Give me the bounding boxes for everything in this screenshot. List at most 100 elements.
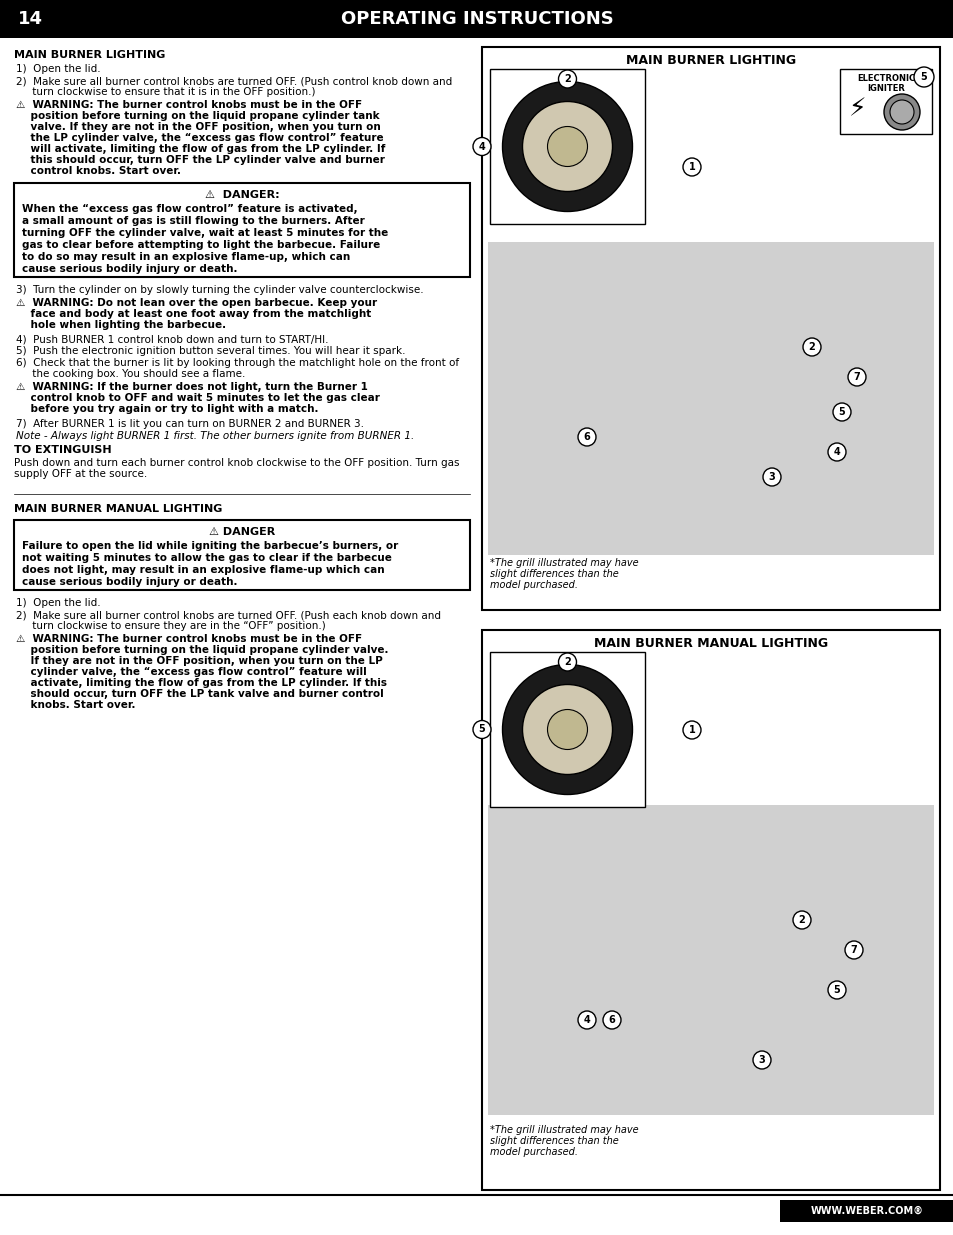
Text: slight differences than the: slight differences than the bbox=[490, 569, 618, 579]
Text: a small amount of gas is still flowing to the burners. After: a small amount of gas is still flowing t… bbox=[22, 216, 364, 226]
Text: 7)  After BURNER 1 is lit you can turn on BURNER 2 and BURNER 3.: 7) After BURNER 1 is lit you can turn on… bbox=[16, 419, 364, 429]
Text: 2)  Make sure all burner control knobs are turned OFF. (Push control knob down a: 2) Make sure all burner control knobs ar… bbox=[16, 77, 452, 86]
Text: Note - Always light BURNER 1 first. The other burners ignite from BURNER 1.: Note - Always light BURNER 1 first. The … bbox=[16, 431, 414, 441]
Text: before you try again or try to light with a match.: before you try again or try to light wit… bbox=[16, 404, 318, 414]
FancyBboxPatch shape bbox=[490, 69, 644, 224]
Text: 4: 4 bbox=[583, 1015, 590, 1025]
Text: 1)  Open the lid.: 1) Open the lid. bbox=[16, 64, 100, 74]
Text: 2: 2 bbox=[563, 657, 570, 667]
Text: does not light, may result in an explosive flame-up which can: does not light, may result in an explosi… bbox=[22, 564, 384, 576]
FancyBboxPatch shape bbox=[481, 630, 939, 1191]
Text: 5: 5 bbox=[920, 72, 926, 82]
Text: ⚠  DANGER:: ⚠ DANGER: bbox=[205, 190, 279, 200]
Circle shape bbox=[522, 684, 612, 774]
Text: *The grill illustrated may have: *The grill illustrated may have bbox=[490, 558, 638, 568]
Text: gas to clear before attempting to light the barbecue. Failure: gas to clear before attempting to light … bbox=[22, 240, 380, 249]
Text: ⚡: ⚡ bbox=[848, 98, 866, 121]
FancyBboxPatch shape bbox=[0, 0, 953, 38]
Circle shape bbox=[558, 653, 576, 671]
Circle shape bbox=[832, 403, 850, 421]
Circle shape bbox=[502, 664, 632, 794]
Text: not waiting 5 minutes to allow the gas to clear if the barbecue: not waiting 5 minutes to allow the gas t… bbox=[22, 553, 392, 563]
Circle shape bbox=[578, 429, 596, 446]
Circle shape bbox=[473, 137, 491, 156]
Circle shape bbox=[682, 158, 700, 177]
Text: ⚠  WARNING: The burner control knobs must be in the OFF: ⚠ WARNING: The burner control knobs must… bbox=[16, 100, 362, 110]
Circle shape bbox=[827, 981, 845, 999]
Text: *The grill illustrated may have: *The grill illustrated may have bbox=[490, 1125, 638, 1135]
FancyBboxPatch shape bbox=[490, 652, 644, 806]
Text: MAIN BURNER MANUAL LIGHTING: MAIN BURNER MANUAL LIGHTING bbox=[14, 504, 222, 514]
Circle shape bbox=[752, 1051, 770, 1070]
Text: 6: 6 bbox=[608, 1015, 615, 1025]
Text: supply OFF at the source.: supply OFF at the source. bbox=[14, 469, 147, 479]
Circle shape bbox=[558, 70, 576, 88]
Text: ⚠  WARNING: If the burner does not light, turn the Burner 1: ⚠ WARNING: If the burner does not light,… bbox=[16, 382, 368, 391]
Circle shape bbox=[473, 720, 491, 739]
Text: 5: 5 bbox=[838, 408, 844, 417]
FancyBboxPatch shape bbox=[840, 69, 931, 135]
Text: MAIN BURNER LIGHTING: MAIN BURNER LIGHTING bbox=[14, 49, 165, 61]
Text: 3: 3 bbox=[768, 472, 775, 482]
Text: TO EXTINGUISH: TO EXTINGUISH bbox=[14, 445, 112, 454]
Text: 7: 7 bbox=[853, 372, 860, 382]
Text: ⚠  WARNING: Do not lean over the open barbecue. Keep your: ⚠ WARNING: Do not lean over the open bar… bbox=[16, 298, 376, 308]
Text: 14: 14 bbox=[18, 10, 43, 28]
Text: control knob to OFF and wait 5 minutes to let the gas clear: control knob to OFF and wait 5 minutes t… bbox=[16, 393, 379, 403]
Text: turn clockwise to ensure they are in the “OFF” position.): turn clockwise to ensure they are in the… bbox=[16, 621, 325, 631]
Text: WWW.WEBER.COM®: WWW.WEBER.COM® bbox=[810, 1207, 923, 1216]
Text: slight differences than the: slight differences than the bbox=[490, 1136, 618, 1146]
Text: MAIN BURNER MANUAL LIGHTING: MAIN BURNER MANUAL LIGHTING bbox=[594, 637, 827, 650]
FancyBboxPatch shape bbox=[488, 242, 933, 555]
Text: turn clockwise to ensure that it is in the OFF position.): turn clockwise to ensure that it is in t… bbox=[16, 86, 315, 98]
Circle shape bbox=[883, 94, 919, 130]
Circle shape bbox=[827, 443, 845, 461]
Text: position before turning on the liquid propane cylinder tank: position before turning on the liquid pr… bbox=[16, 111, 379, 121]
Text: turning OFF the cylinder valve, wait at least 5 minutes for the: turning OFF the cylinder valve, wait at … bbox=[22, 228, 388, 238]
Circle shape bbox=[792, 911, 810, 929]
Text: 6: 6 bbox=[583, 432, 590, 442]
Text: 1: 1 bbox=[688, 162, 695, 172]
Text: activate, limiting the flow of gas from the LP cylinder. If this: activate, limiting the flow of gas from … bbox=[16, 678, 387, 688]
Text: If they are not in the OFF position, when you turn on the LP: If they are not in the OFF position, whe… bbox=[16, 656, 382, 666]
Circle shape bbox=[578, 1011, 596, 1029]
Text: face and body at least one foot away from the matchlight: face and body at least one foot away fro… bbox=[16, 309, 371, 319]
Text: cylinder valve, the “excess gas flow control” feature will: cylinder valve, the “excess gas flow con… bbox=[16, 667, 366, 677]
Circle shape bbox=[802, 338, 821, 356]
Circle shape bbox=[682, 721, 700, 739]
Text: OPERATING INSTRUCTIONS: OPERATING INSTRUCTIONS bbox=[340, 10, 613, 28]
Text: 6)  Check that the burner is lit by looking through the matchlight hole on the f: 6) Check that the burner is lit by looki… bbox=[16, 358, 458, 368]
Text: 3)  Turn the cylinder on by slowly turning the cylinder valve counterclockwise.: 3) Turn the cylinder on by slowly turnin… bbox=[16, 285, 423, 295]
Text: 4: 4 bbox=[833, 447, 840, 457]
Text: 3: 3 bbox=[758, 1055, 764, 1065]
Text: this should occur, turn OFF the LP cylinder valve and burner: this should occur, turn OFF the LP cylin… bbox=[16, 156, 384, 165]
Circle shape bbox=[889, 100, 913, 124]
FancyBboxPatch shape bbox=[14, 520, 470, 590]
Text: should occur, turn OFF the LP tank valve and burner control: should occur, turn OFF the LP tank valve… bbox=[16, 689, 383, 699]
Text: hole when lighting the barbecue.: hole when lighting the barbecue. bbox=[16, 320, 226, 330]
Text: 5: 5 bbox=[478, 725, 485, 735]
Text: 7: 7 bbox=[850, 945, 857, 955]
Text: model purchased.: model purchased. bbox=[490, 580, 578, 590]
Text: Failure to open the lid while igniting the barbecue’s burners, or: Failure to open the lid while igniting t… bbox=[22, 541, 397, 551]
Circle shape bbox=[844, 941, 862, 960]
Text: will activate, limiting the flow of gas from the LP cylinder. If: will activate, limiting the flow of gas … bbox=[16, 144, 385, 154]
Text: 1: 1 bbox=[688, 725, 695, 735]
Text: When the “excess gas flow control” feature is activated,: When the “excess gas flow control” featu… bbox=[22, 204, 357, 214]
Text: 2: 2 bbox=[798, 915, 804, 925]
Text: 4: 4 bbox=[478, 142, 485, 152]
Text: control knobs. Start over.: control knobs. Start over. bbox=[16, 165, 181, 177]
Circle shape bbox=[602, 1011, 620, 1029]
Text: the cooking box. You should see a flame.: the cooking box. You should see a flame. bbox=[16, 369, 245, 379]
Circle shape bbox=[762, 468, 781, 487]
Text: valve. If they are not in the OFF position, when you turn on: valve. If they are not in the OFF positi… bbox=[16, 122, 380, 132]
Circle shape bbox=[547, 126, 587, 167]
FancyBboxPatch shape bbox=[488, 805, 933, 1115]
Text: 2: 2 bbox=[808, 342, 815, 352]
Text: the LP cylinder valve, the “excess gas flow control” feature: the LP cylinder valve, the “excess gas f… bbox=[16, 133, 383, 143]
Text: 5)  Push the electronic ignition button several times. You will hear it spark.: 5) Push the electronic ignition button s… bbox=[16, 346, 405, 356]
Circle shape bbox=[522, 101, 612, 191]
Text: Push down and turn each burner control knob clockwise to the OFF position. Turn : Push down and turn each burner control k… bbox=[14, 458, 459, 468]
Text: ⚠ DANGER: ⚠ DANGER bbox=[209, 527, 274, 537]
Text: cause serious bodily injury or death.: cause serious bodily injury or death. bbox=[22, 264, 237, 274]
